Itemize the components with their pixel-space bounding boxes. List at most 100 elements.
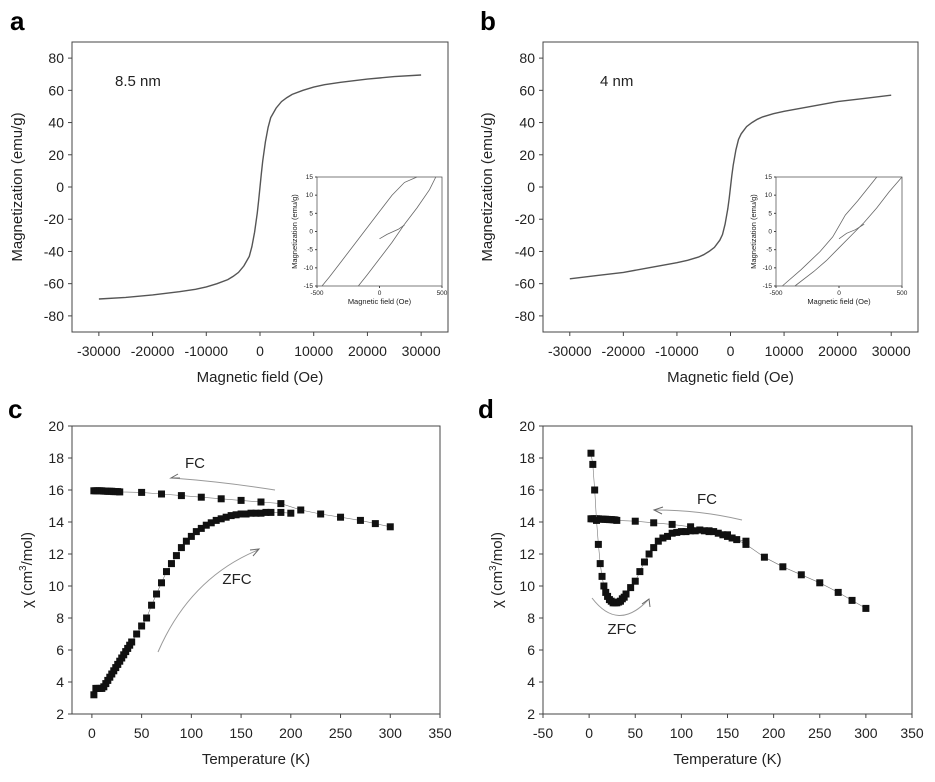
data-point-ZFC (724, 532, 731, 540)
panel-letter: a (10, 6, 25, 36)
y-tick-label: -15 (304, 283, 314, 290)
y-tick-label: -20 (44, 211, 64, 227)
x-tick-label: -30000 (548, 343, 592, 359)
data-point-ZFC (650, 544, 658, 552)
inset-loop-curve (838, 223, 865, 240)
data-point-FC (386, 523, 394, 531)
x-tick-label: 250 (329, 725, 353, 741)
data-point-ZFC (153, 590, 161, 598)
inset-plot: -500 0 500 -15 -10 -5 0 5 10 15 Magnetic field (Oe… (290, 174, 448, 306)
data-point-ZFC (162, 568, 170, 576)
data-point-FC (797, 571, 805, 579)
y-axis-title: Magnetization (emu/g) (9, 112, 26, 261)
x-tick-label: 250 (808, 725, 832, 741)
x-tick-label: 20000 (818, 343, 857, 359)
data-point-ZFC (593, 516, 601, 524)
inset-frame (775, 176, 903, 287)
fc-arrow (654, 509, 743, 521)
series-line-FC (93, 490, 391, 528)
data-point-ZFC (277, 508, 285, 516)
data-point-FC (650, 519, 658, 527)
data-point-ZFC (636, 568, 644, 576)
fc-arrowhead (652, 506, 664, 515)
data-point-ZFC (177, 544, 185, 552)
data-point-ZFC (187, 532, 195, 540)
inset-loop-curve (782, 176, 878, 287)
x-tick-label: 0 (585, 725, 593, 741)
y-tick-label: 60 (519, 82, 535, 98)
data-point-ZFC (217, 515, 225, 523)
data-point-ZFC (148, 601, 156, 609)
y-tick-label: 0 (309, 229, 313, 236)
y-tick-label: 20 (519, 147, 535, 163)
data-point-ZFC (733, 536, 741, 544)
panel-c: c 0 50 100 150 200 250 300 350 2 4 6 8 10 12 14 16 18 20 Te… (8, 394, 452, 768)
data-point-ZFC (252, 509, 260, 517)
x-tick-label: 500 (897, 290, 908, 297)
x-tick-label: 350 (900, 725, 924, 741)
data-point-ZFC (237, 510, 245, 518)
data-point-ZFC (602, 588, 610, 596)
x-tick-label: -20000 (131, 343, 175, 359)
data-point-FC (177, 492, 185, 500)
inset-y-title: Magnetization (emu/g) (290, 194, 299, 269)
data-point-ZFC (654, 537, 662, 545)
x-tick-label: 10000 (294, 343, 333, 359)
y-tick-label: 14 (519, 514, 535, 530)
data-point-ZFC (222, 513, 230, 521)
fc-arrow (171, 477, 276, 491)
data-point-FC (297, 506, 305, 514)
y-tick-label: 40 (48, 115, 64, 131)
data-point-ZFC (719, 531, 727, 539)
data-point-ZFC (682, 528, 690, 536)
data-point-ZFC (227, 512, 235, 520)
inset-loop-curve (357, 176, 437, 287)
data-point-ZFC (659, 534, 667, 542)
x-axis-title: Temperature (K) (673, 751, 781, 768)
y-tick-label: -5 (307, 247, 313, 254)
y-tick-label: 16 (519, 482, 535, 498)
size-label: 8.5 nm (115, 73, 161, 90)
data-point-ZFC (589, 460, 597, 468)
x-tick-label: -50 (533, 725, 553, 741)
plot-frame (542, 425, 913, 715)
y-tick-label: 6 (527, 642, 535, 658)
y-tick-label: 4 (56, 674, 64, 690)
data-point-ZFC (192, 528, 200, 536)
data-point-ZFC (158, 579, 166, 587)
y-tick-label: 10 (306, 192, 314, 199)
ZFC-label: ZFC (222, 571, 251, 588)
y-tick-label: -15 (763, 283, 773, 290)
data-point-ZFC (596, 560, 604, 568)
x-tick-label: 0 (256, 343, 264, 359)
x-tick-label: 50 (134, 725, 150, 741)
x-tick-label: -10000 (655, 343, 699, 359)
x-tick-label: 150 (229, 725, 253, 741)
ZFC-label: ZFC (607, 621, 636, 638)
x-tick-label: -500 (769, 290, 782, 297)
data-point-ZFC (664, 532, 672, 540)
y-tick-label: 14 (48, 514, 64, 530)
x-tick-label: 0 (837, 290, 841, 297)
panel-letter: c (8, 394, 22, 424)
y-tick-label: 20 (519, 418, 535, 434)
y-tick-label: 20 (48, 147, 64, 163)
data-point-FC (816, 579, 824, 587)
y-axis-title: Magnetization (emu/g) (479, 112, 496, 261)
data-point-FC (779, 563, 787, 571)
zfc-arrow (591, 597, 649, 616)
fc-arrowhead (169, 473, 180, 479)
plot-frame (71, 425, 441, 715)
x-tick-label: 20000 (348, 343, 387, 359)
inset-y-title: Magnetization (emu/g) (749, 194, 758, 269)
x-tick-label: 10000 (765, 343, 804, 359)
inset-x-title: Magnetic field (Oe) (807, 297, 871, 306)
data-point-FC (277, 500, 285, 508)
y-tick-label: 80 (48, 50, 64, 66)
hysteresis-curve (98, 74, 422, 300)
x-tick-label: 0 (378, 290, 382, 297)
y-tick-label: -5 (766, 247, 772, 254)
x-tick-label: 30000 (872, 343, 911, 359)
y-tick-label: 15 (306, 174, 314, 181)
